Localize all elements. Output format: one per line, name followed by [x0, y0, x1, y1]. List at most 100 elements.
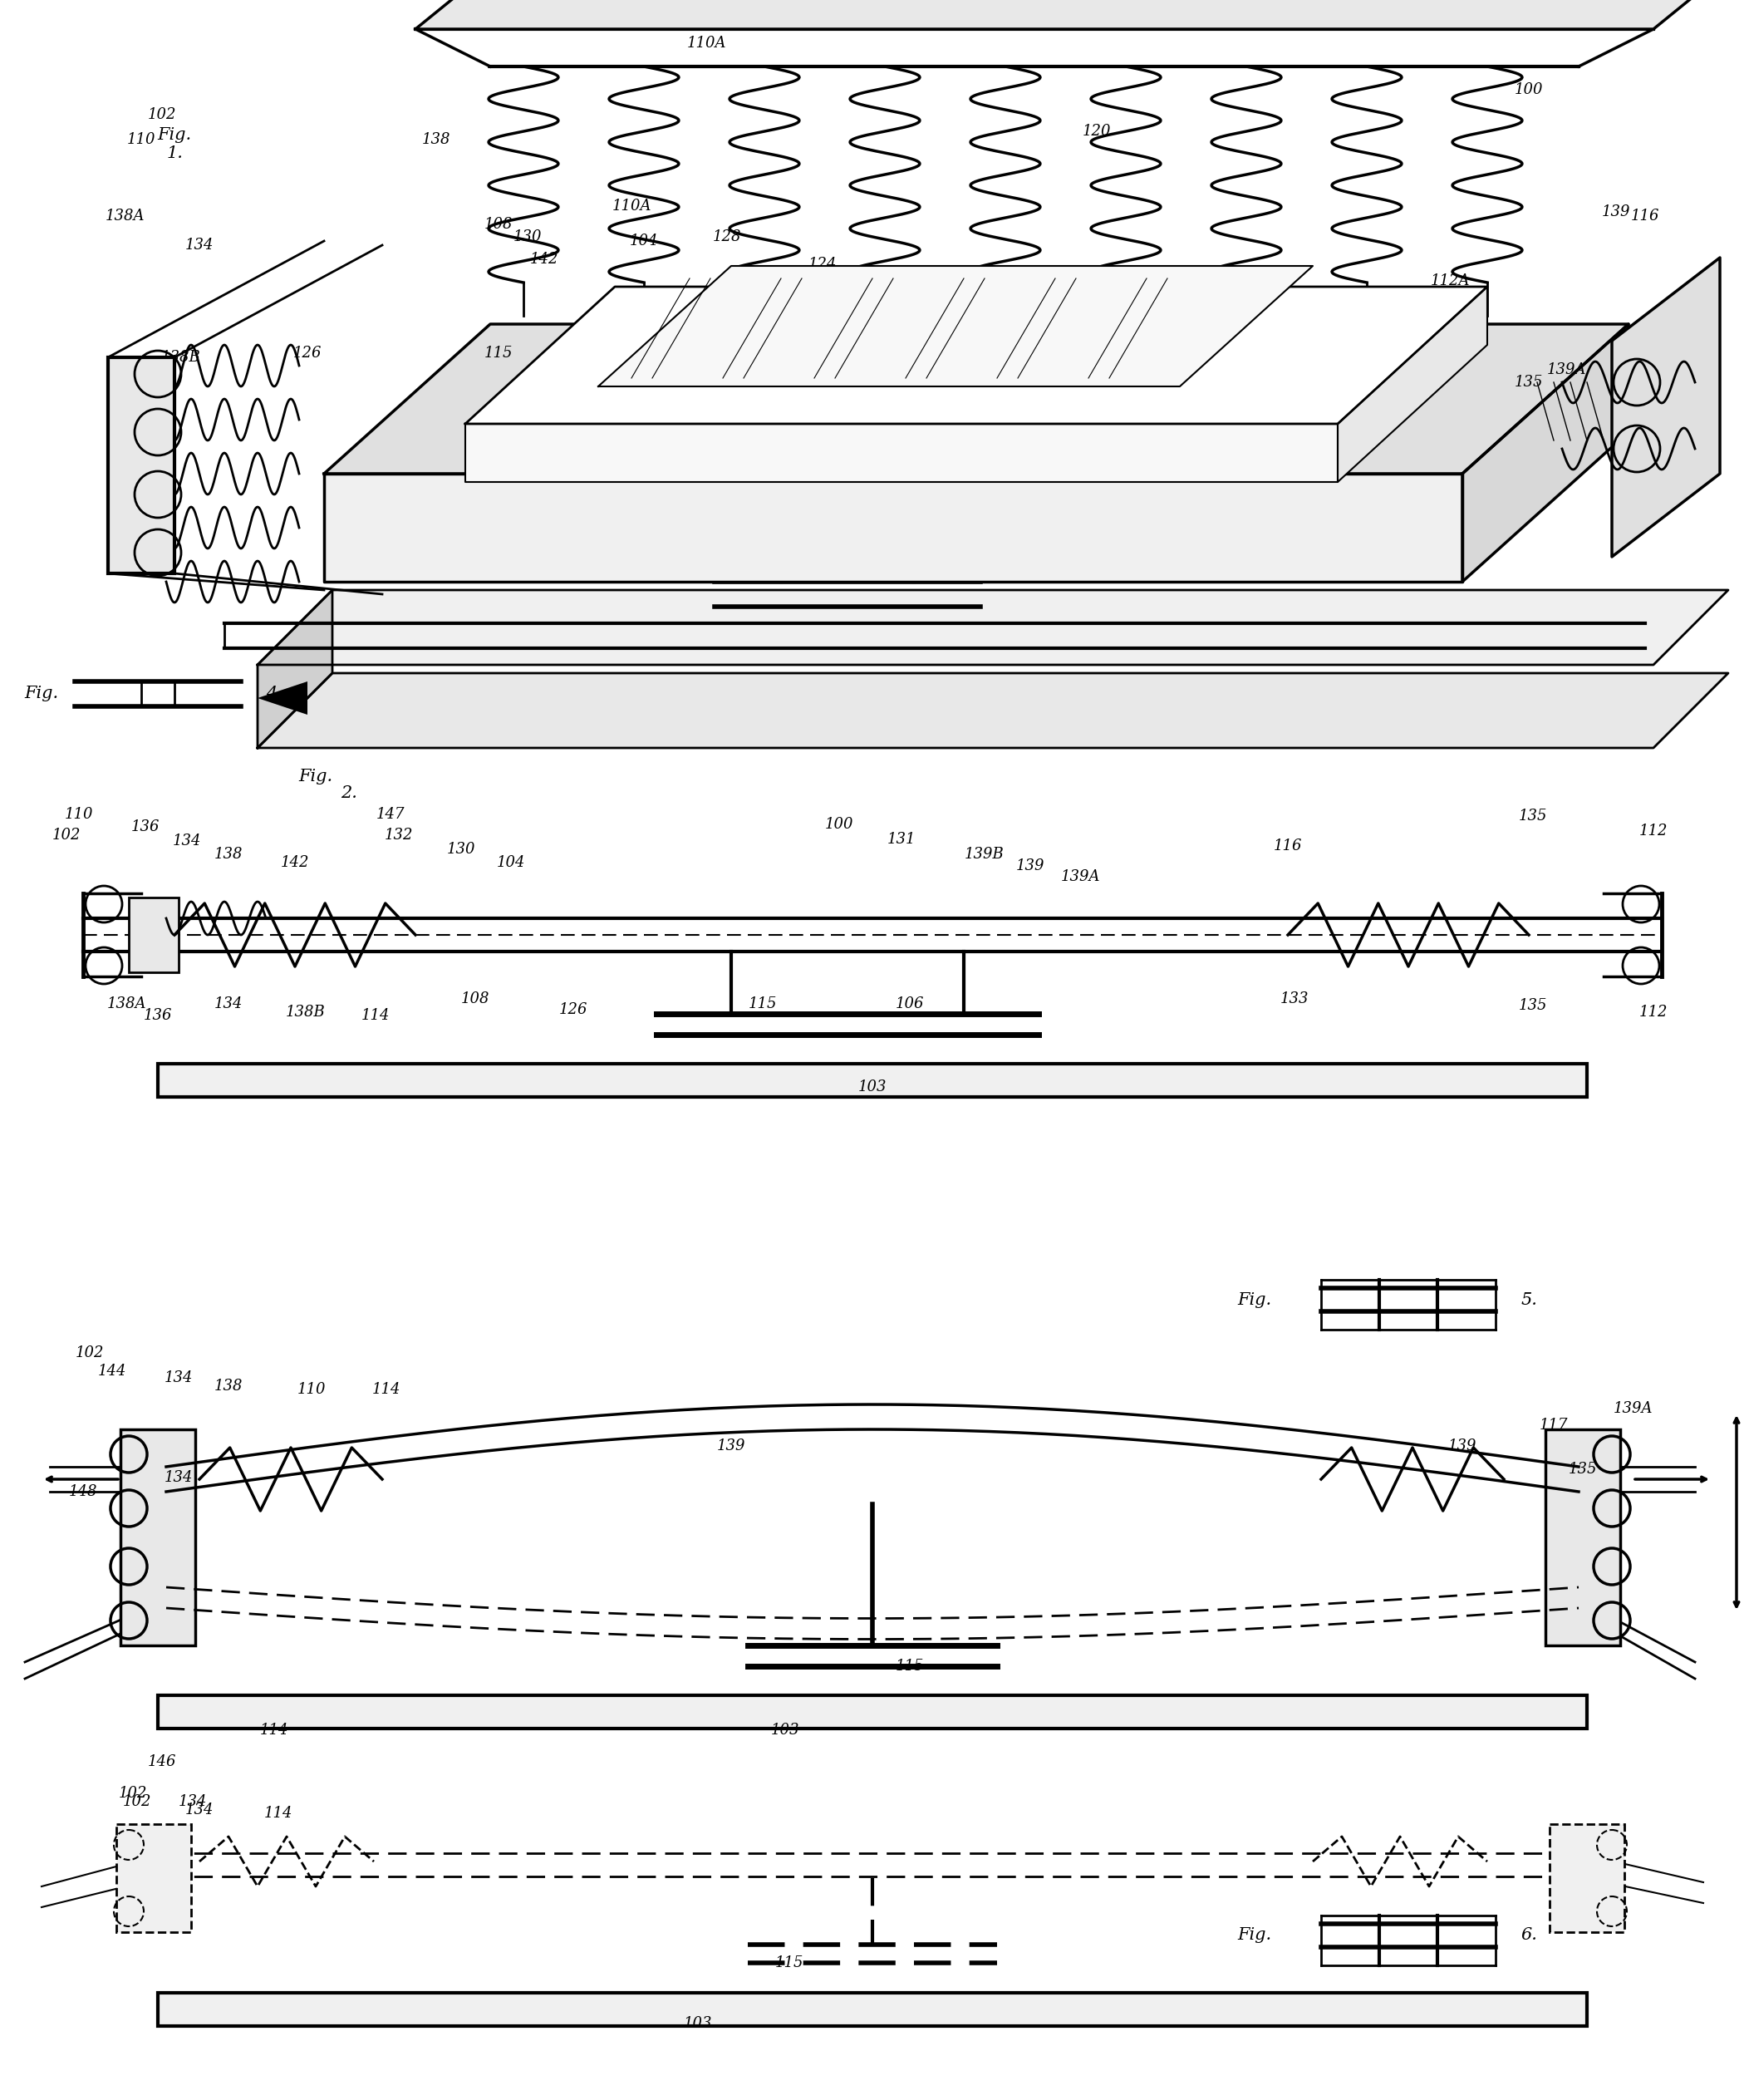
Text: 114: 114 — [371, 1382, 401, 1396]
Text: 138A: 138A — [105, 208, 145, 223]
Polygon shape — [1338, 288, 1488, 483]
Text: 124: 124 — [807, 256, 837, 271]
Polygon shape — [258, 674, 1728, 748]
Polygon shape — [466, 424, 1338, 483]
Bar — [117, 1825, 192, 1932]
Text: 110: 110 — [296, 1382, 326, 1396]
Text: 103: 103 — [738, 447, 766, 462]
Text: 134: 134 — [178, 1793, 208, 1808]
Text: 118: 118 — [858, 296, 886, 311]
Polygon shape — [258, 590, 1728, 666]
Text: 134: 134 — [185, 237, 215, 252]
Text: 138A: 138A — [106, 995, 146, 1012]
Text: Fig.: Fig. — [298, 769, 333, 785]
Text: 132: 132 — [384, 827, 413, 842]
Text: 120: 120 — [1083, 124, 1111, 139]
Text: 112: 112 — [1631, 321, 1660, 336]
Text: 116: 116 — [1273, 838, 1303, 853]
Text: Fig.: Fig. — [1238, 1928, 1271, 1942]
Bar — [1550, 1825, 1624, 1932]
Text: 142: 142 — [530, 252, 558, 267]
Polygon shape — [324, 475, 1461, 582]
Text: 104: 104 — [630, 233, 657, 248]
Polygon shape — [258, 590, 333, 748]
Text: 126: 126 — [293, 346, 321, 361]
Text: Fig.: Fig. — [157, 126, 192, 143]
Text: 115: 115 — [485, 346, 513, 361]
Text: Fig.: Fig. — [24, 687, 59, 701]
Text: 136: 136 — [131, 819, 160, 834]
Bar — [120, 1430, 195, 1646]
Bar — [159, 1993, 1587, 2027]
Text: 135: 135 — [1514, 374, 1543, 391]
Text: 134: 134 — [173, 834, 201, 848]
Text: 135: 135 — [1519, 998, 1547, 1012]
Polygon shape — [598, 267, 1313, 386]
Text: 134: 134 — [164, 1470, 194, 1485]
Text: 144: 144 — [98, 1363, 127, 1380]
Text: 102: 102 — [148, 107, 176, 122]
Text: 108: 108 — [460, 991, 490, 1006]
Text: 130: 130 — [446, 842, 476, 857]
Text: 108: 108 — [485, 216, 513, 231]
Text: 128: 128 — [713, 229, 741, 244]
Text: 117: 117 — [1540, 1418, 1568, 1432]
Polygon shape — [324, 323, 1629, 475]
Text: 122: 122 — [783, 279, 813, 294]
Text: 138: 138 — [215, 846, 242, 861]
Text: 140B: 140B — [727, 399, 767, 414]
Text: 136: 136 — [143, 1008, 173, 1023]
Text: 112: 112 — [1639, 1004, 1667, 1021]
Text: 139A: 139A — [1547, 363, 1585, 378]
Text: 142: 142 — [281, 855, 309, 869]
Bar — [159, 1065, 1587, 1096]
Text: 133: 133 — [1280, 991, 1308, 1006]
Bar — [129, 897, 178, 972]
Text: 148: 148 — [68, 1485, 98, 1499]
Text: Fig.: Fig. — [1238, 1292, 1271, 1308]
Text: 139A: 139A — [1060, 869, 1100, 884]
Text: 110A: 110A — [687, 36, 726, 50]
Text: 140A: 140A — [138, 407, 178, 422]
Text: 134: 134 — [164, 1371, 194, 1386]
Text: 102: 102 — [122, 1793, 152, 1808]
Text: 110: 110 — [127, 132, 155, 147]
Text: 139B: 139B — [964, 846, 1005, 861]
Text: 114: 114 — [361, 1008, 391, 1023]
Text: 115: 115 — [748, 995, 778, 1012]
Text: 4.: 4. — [265, 687, 283, 701]
Text: 139: 139 — [1448, 1438, 1477, 1453]
Text: 103: 103 — [771, 1722, 799, 1737]
Text: 138B: 138B — [286, 1004, 326, 1021]
Polygon shape — [1611, 258, 1720, 556]
Text: 135: 135 — [1519, 808, 1547, 823]
Text: 139: 139 — [717, 1438, 745, 1453]
Text: 110: 110 — [65, 806, 92, 821]
Polygon shape — [258, 680, 307, 714]
Polygon shape — [466, 288, 1488, 424]
Text: 104: 104 — [497, 855, 525, 869]
Bar — [1545, 1430, 1620, 1646]
Text: 138: 138 — [422, 132, 450, 147]
Text: 134: 134 — [185, 1802, 215, 1816]
Polygon shape — [1461, 323, 1629, 582]
Text: 116: 116 — [1631, 208, 1660, 223]
Text: 114: 114 — [600, 433, 630, 447]
Text: 134: 134 — [215, 995, 242, 1012]
Text: 146: 146 — [148, 1754, 176, 1770]
Text: 114: 114 — [263, 1806, 293, 1821]
Text: 115: 115 — [895, 1659, 924, 1674]
Text: 138B: 138B — [160, 351, 201, 365]
Text: 117: 117 — [867, 267, 895, 281]
Text: 1.: 1. — [166, 145, 183, 162]
Text: 106: 106 — [895, 995, 924, 1012]
Text: 112: 112 — [1639, 823, 1667, 838]
Text: 139: 139 — [1601, 204, 1631, 218]
Text: 110A: 110A — [612, 199, 651, 214]
Text: 143: 143 — [1198, 313, 1228, 328]
Text: 126: 126 — [560, 1002, 588, 1016]
Text: 103: 103 — [858, 1079, 886, 1094]
Text: 103: 103 — [684, 2016, 712, 2031]
Text: 5.: 5. — [1521, 1292, 1536, 1308]
Text: 139B: 139B — [720, 424, 759, 439]
